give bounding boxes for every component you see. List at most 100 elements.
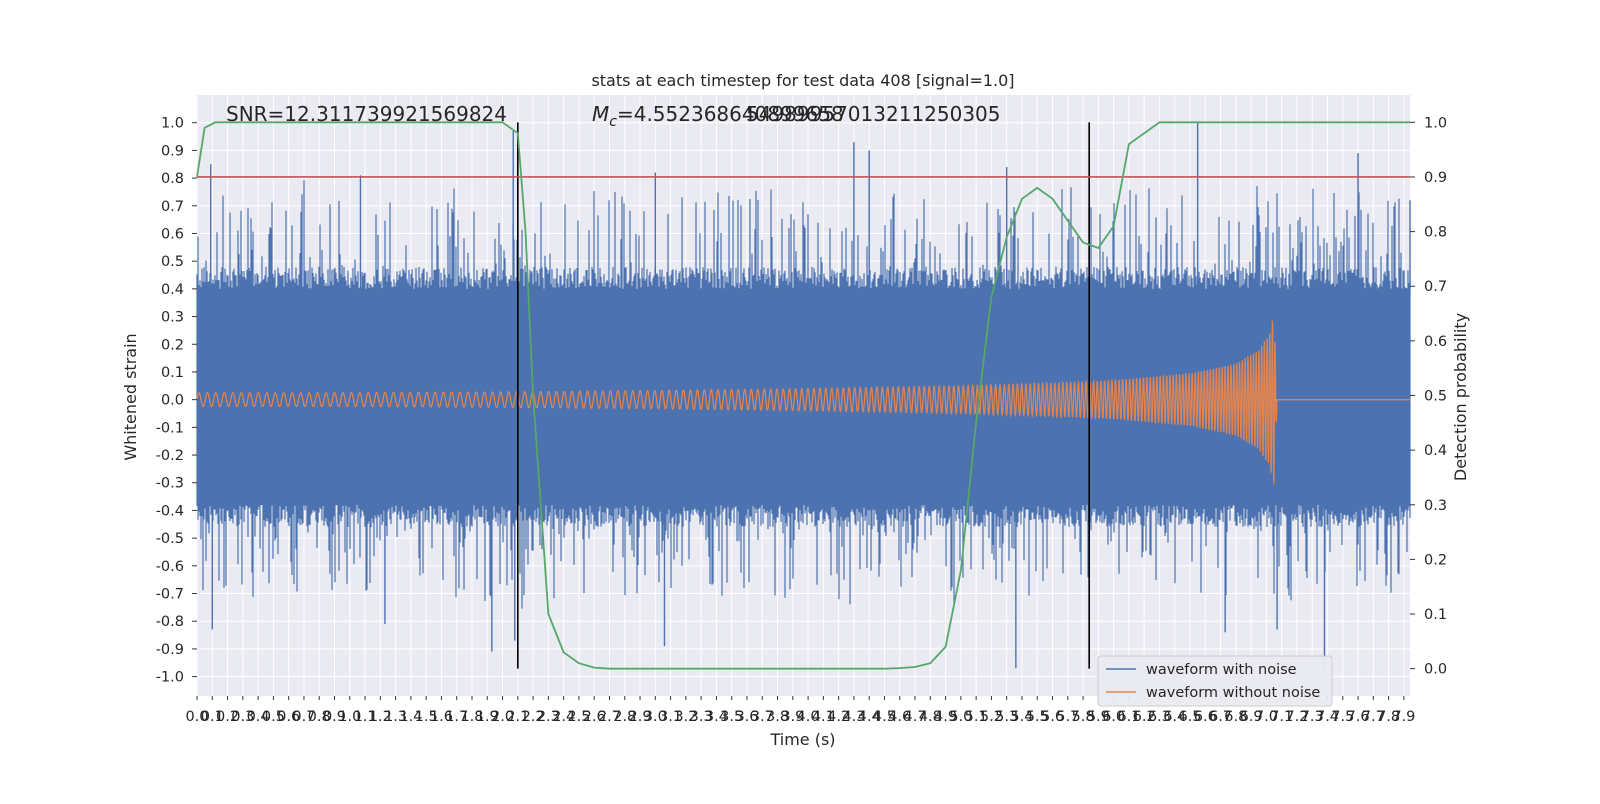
x-tick-label: 7.9 (1392, 709, 1415, 725)
mc-value: =4.552368640899658 (617, 102, 844, 126)
x-tick-label: 7.1 (1270, 709, 1293, 725)
y-left-tick-label: -0.5 (156, 531, 184, 547)
y-right-tick-label: 0.9 (1424, 170, 1447, 186)
y-left-tick-labels: -1.0 -0.9 -0.8 -0.7 -0.6 -0.5 -0.4 -0.3 -0.2 -0.1… (156, 116, 197, 686)
x-tick-label: 0.6 (277, 709, 300, 725)
x-tick-label: 1.0 (338, 709, 361, 725)
x-tick-label: 6.7 (1209, 709, 1232, 725)
x-tick-label: 6.3 (1148, 709, 1171, 725)
legend-box (1097, 655, 1333, 707)
y-left-tick-label: -0.8 (156, 614, 184, 630)
x-tick-label: 0.8 (308, 709, 331, 725)
x-tick-label: 1.1 (354, 709, 377, 725)
x-tick-label: 7.5 (1331, 709, 1354, 725)
x-tick-label: 1.2 (369, 709, 392, 725)
x-tick-label: 3.4 (705, 709, 728, 725)
x-tick-label: 4.4 (858, 709, 881, 725)
x-tick-label: 0.2 (216, 709, 239, 725)
x-tick-label: 0.1 (201, 709, 224, 725)
y-left-tick-label: 1.0 (161, 116, 184, 132)
x-tick-label: 1.6 (430, 709, 453, 725)
x-tick-label: 5.9 (1087, 709, 1110, 725)
x-tick-label: 7.2 (1285, 709, 1308, 725)
x-tick-label: 2.3 (537, 709, 560, 725)
x-tick-label: 6.4 (1163, 709, 1186, 725)
x-tick-label: 5.1 (965, 709, 988, 725)
x-tick-label: 1.4 (399, 709, 422, 725)
x-tick-label: 5.6 (1041, 709, 1064, 725)
y-right-tick-label: 1.0 (1424, 115, 1447, 131)
x-tick-label: 2.9 (629, 709, 652, 725)
x-tick-label: 3.0 (644, 709, 667, 725)
x-tick-label: 3.7 (751, 709, 774, 725)
x-tick-label: 4.5 (873, 709, 896, 725)
x-tick-label: 6.8 (1224, 709, 1247, 725)
y-left-tick-label: -1.0 (156, 670, 184, 686)
x-tick-label: 5.5 (1026, 709, 1049, 725)
legend-label-clean: waveform without noise (1146, 685, 1320, 701)
y-left-tick-label: 0.2 (161, 337, 184, 353)
y-left-tick-label: -0.6 (156, 559, 184, 575)
x-tick-label: 4.2 (827, 709, 850, 725)
x-tick-label: 7.6 (1347, 709, 1370, 725)
x-tick-label: 4.6 (888, 709, 911, 725)
y-left-tick-label: 0.0 (161, 393, 184, 409)
y-right-tick-label: 0.4 (1424, 443, 1447, 459)
x-tick-label: 2.2 (522, 709, 545, 725)
detection-probability-series (196, 121, 1410, 670)
x-tick-label: 0.9 (323, 709, 346, 725)
x-tick-label: 4.3 (842, 709, 865, 725)
x-tick-label: 6.0 (1102, 709, 1125, 725)
x-tick-label: 3.9 (781, 709, 804, 725)
y-left-tick-label: -0.3 (156, 476, 184, 492)
snr-annotation: SNR=12.311739921569824 (226, 102, 507, 126)
y-left-tick-label: 0.7 (161, 199, 184, 215)
x-tick-label: 5.8 (1072, 709, 1095, 725)
x-tick-label: 6.5 (1178, 709, 1201, 725)
x-tick-label: 1.8 (460, 709, 483, 725)
y-right-tick-label: 0.7 (1424, 279, 1447, 295)
mc-annotation: Mc=4.552368640899658 (592, 102, 844, 130)
x-tick-label: 3.6 (735, 709, 758, 725)
y-left-tick-label: 0.6 (161, 226, 184, 242)
y-right-tick-label: 0.5 (1424, 389, 1447, 405)
x-tick-label: 7.3 (1301, 709, 1324, 725)
x-tick-label: 1.7 (445, 709, 468, 725)
x-tick-label: 4.8 (919, 709, 942, 725)
x-tick-label: 7.4 (1316, 709, 1339, 725)
x-tick-label: 3.1 (659, 709, 682, 725)
y-left-tick-label: -0.7 (156, 587, 184, 603)
y-right-tick-labels: 0.0 0.1 0.2 0.3 0.4 0.5 0.6 0.7 0.8 0.9 1.0 (1410, 115, 1447, 678)
clean-waveform-line (196, 320, 1410, 484)
x-tick-label: 0.3 (231, 709, 254, 725)
y-left-tick-label: 0.9 (161, 143, 184, 159)
y-left-tick-label: -0.1 (156, 420, 184, 436)
x-tick-label: 2.7 (598, 709, 621, 725)
legend: waveform with noise waveform without noi… (1097, 655, 1333, 707)
x-tick-label: 0.4 (247, 709, 270, 725)
x-tick-label: 2.5 (567, 709, 590, 725)
x-tick-label: 5.7 (1056, 709, 1079, 725)
y-right-tick-label: 0.0 (1424, 662, 1447, 678)
x-tick-label: 6.9 (1240, 709, 1263, 725)
y-left-tick-label: 0.5 (161, 254, 184, 270)
x-tick-label: 0.0 (185, 709, 208, 725)
event-markers (517, 122, 1090, 669)
x-tick-label: 3.5 (720, 709, 743, 725)
x-tick-label: 4.0 (797, 709, 820, 725)
x-tick-label: 6.1 (1117, 709, 1140, 725)
y-left-tick-label: 0.1 (161, 365, 184, 381)
detection-probability-line (196, 121, 1410, 670)
x-tick-label: 0.7 (292, 709, 315, 725)
x-tick-label: 4.7 (903, 709, 926, 725)
y-right-tick-label: 0.3 (1424, 498, 1447, 514)
chart-title: stats at each timestep for test data 408… (591, 71, 1014, 90)
x-tick-label: 2.8 (613, 709, 636, 725)
x-tick-label: 5.0 (949, 709, 972, 725)
x-tick-label: 2.1 (506, 709, 529, 725)
x-tick-label: 5.3 (995, 709, 1018, 725)
mc-value-overlap: 5498995701321125​0305 (746, 102, 1001, 126)
x-tick-label: 3.8 (766, 709, 789, 725)
y-left-tick-label: -0.2 (156, 448, 184, 464)
